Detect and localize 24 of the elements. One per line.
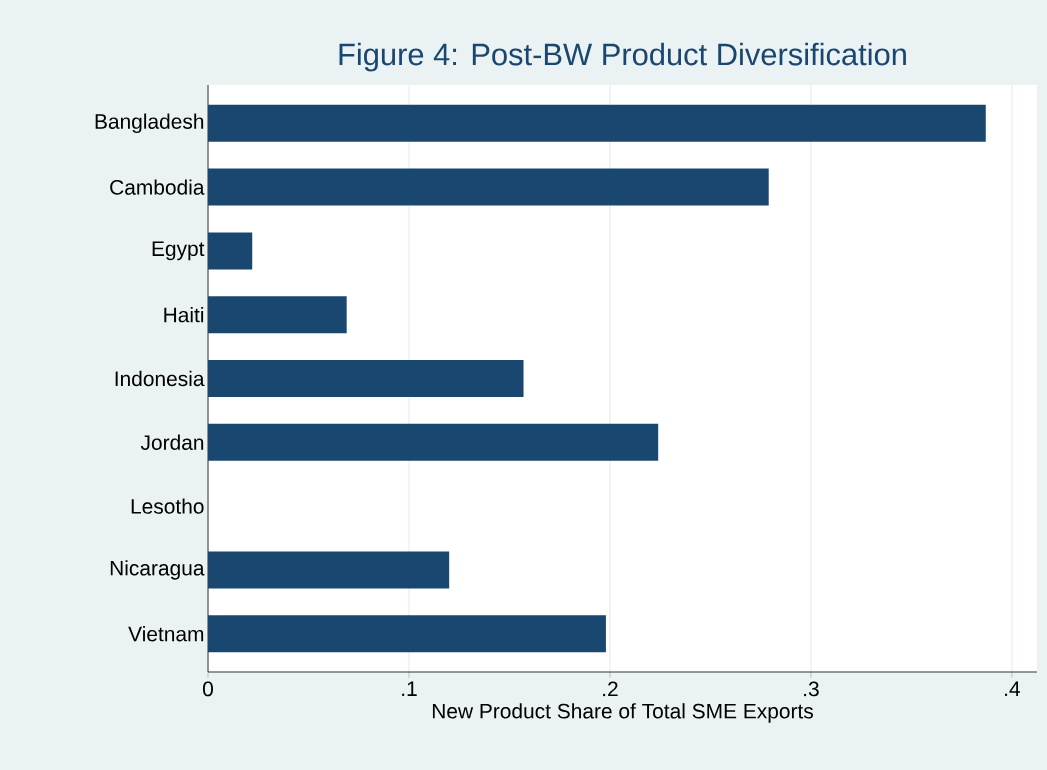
- bar: [208, 615, 606, 653]
- y-tick-label: Nicaragua: [110, 560, 205, 580]
- y-tick-label: Lesotho: [131, 498, 204, 514]
- bar: [208, 232, 253, 270]
- y-tick-label: Vietnam: [128, 626, 204, 642]
- chart-title: Figure 4: Post-BW Product Diversification: [339, 42, 906, 72]
- x-tick-label: .2: [603, 681, 618, 697]
- y-tick-label: Indonesia: [115, 370, 205, 387]
- bar: [208, 423, 659, 461]
- bar: [208, 551, 450, 589]
- x-tick-label: 0: [203, 681, 213, 697]
- y-tick-label: Egypt: [152, 241, 205, 261]
- bar: [208, 104, 986, 142]
- bar: [208, 296, 347, 334]
- x-tick-label: .3: [804, 681, 819, 697]
- y-tick-label: Cambodia: [110, 179, 205, 195]
- y-tick-label: Haiti: [164, 307, 204, 323]
- x-tick-label: .4: [1005, 681, 1020, 696]
- y-tick-label: Bangladesh: [95, 113, 204, 134]
- x-tick-label: .1: [402, 681, 417, 696]
- y-tick-label: Jordan: [140, 434, 204, 450]
- bar: [208, 168, 769, 206]
- bar: [208, 359, 524, 397]
- x-axis-title: New Product Share of Total SME Exports: [432, 703, 813, 723]
